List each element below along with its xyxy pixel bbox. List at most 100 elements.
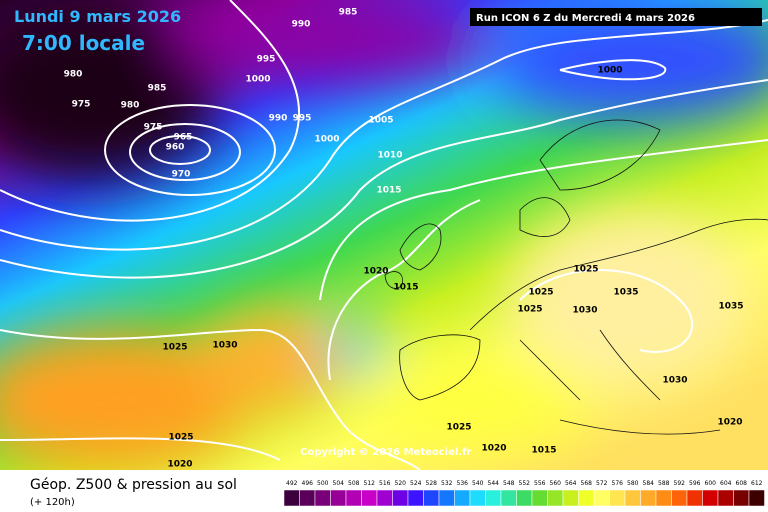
legend-value: 532 [441,480,453,487]
legend-swatch [686,489,703,507]
legend-swatch [578,489,595,507]
isobar-label: 995 [257,55,276,65]
legend-value: 580 [627,480,639,487]
legend-swatch [547,489,564,507]
isobar-label: 960 [166,143,185,153]
isobar-label: 1020 [481,444,506,454]
legend-value: 588 [658,480,670,487]
legend-swatch [655,489,672,507]
isobar-label: 1025 [573,265,598,275]
legend-value: 584 [643,480,655,487]
legend-swatch [702,489,719,507]
legend-swatch [454,489,471,507]
isobar-label: 990 [292,20,311,30]
color-legend: 492 496 500 504 508 512 516 520 524 528 532 536 540 5… [283,480,765,507]
isobar-label: 1015 [376,186,401,196]
isobar-label: 1030 [212,341,237,351]
legend-swatch [516,489,533,507]
isobar-label: 975 [144,123,163,133]
legend-swatch [640,489,657,507]
footer-subtitle: (+ 120h) [30,497,75,508]
legend-swatch [361,489,378,507]
legend-value: 516 [379,480,391,487]
isobar-label: 1025 [162,343,187,353]
legend-value: 560 [550,480,562,487]
legend-value: 564 [565,480,577,487]
legend-value: 536 [457,480,469,487]
run-box [470,8,762,26]
legend-swatch [500,489,517,507]
forecast-date: Lundi 9 mars 2026 [14,7,181,26]
isobar-label: 1020 [167,460,192,470]
legend-value: 548 [503,480,515,487]
legend-value: 604 [720,480,732,487]
legend-swatch [345,489,362,507]
isobar-label: 985 [148,84,167,94]
legend-swatch [485,489,502,507]
legend-swatch [562,489,579,507]
legend-value: 552 [519,480,531,487]
legend-value: 572 [596,480,608,487]
isobar-label: 1000 [597,66,622,76]
legend-swatch [531,489,548,507]
coastlines [384,119,768,435]
isobar-label: 975 [72,100,91,110]
legend-swatch [717,489,734,507]
isobar-label: 1005 [368,116,393,126]
legend-swatch [733,489,750,507]
legend-value: 592 [674,480,686,487]
legend-value: 528 [426,480,438,487]
isobar-label: 965 [174,133,193,143]
isobar-label: 1035 [718,302,743,312]
legend-value: 492 [286,480,298,487]
footer-title: Géop. Z500 & pression au sol [30,477,237,493]
isobar-label: 970 [172,170,191,180]
isobar-label: 1000 [314,135,339,145]
legend-swatch [407,489,424,507]
isobar-label: 980 [121,101,140,111]
isobar-label: 1020 [363,267,388,277]
legend-value: 520 [395,480,407,487]
legend-value: 576 [612,480,624,487]
legend-value: 568 [581,480,593,487]
legend-swatch [469,489,486,507]
legend-swatch [748,489,765,507]
isobar-label: 1015 [393,283,418,293]
legend-swatch [283,489,300,507]
legend-swatch [376,489,393,507]
isobar-label: 1000 [245,75,270,85]
legend-value: 600 [705,480,717,487]
legend-value: 496 [302,480,314,487]
legend-value: 508 [348,480,360,487]
legend-value: 540 [472,480,484,487]
isobar-label: 1025 [446,423,471,433]
isobar-label: 985 [339,8,358,18]
legend-value: 556 [534,480,546,487]
isobar-label: 1010 [377,151,402,161]
forecast-time: 7:00 locale [22,31,145,55]
legend-value: 500 [317,480,329,487]
legend-value: 608 [736,480,748,487]
isobar-label: 1015 [531,446,556,456]
legend-value: 596 [689,480,701,487]
legend-value: 612 [751,480,763,487]
isobar-label: 1035 [613,288,638,298]
legend-value: 524 [410,480,422,487]
isobar-label: 1030 [662,376,687,386]
legend-value: 512 [364,480,376,487]
legend-swatch [392,489,409,507]
legend-swatch [671,489,688,507]
isobars [0,0,768,470]
legend-swatch [314,489,331,507]
isobar-label: 995 [293,114,312,124]
legend-swatch [330,489,347,507]
legend-swatch [423,489,440,507]
legend-swatch [593,489,610,507]
legend-swatch [609,489,626,507]
isobar-label: 1020 [717,418,742,428]
isobar-label: 990 [269,114,288,124]
legend-swatch [438,489,455,507]
legend-swatch [624,489,641,507]
